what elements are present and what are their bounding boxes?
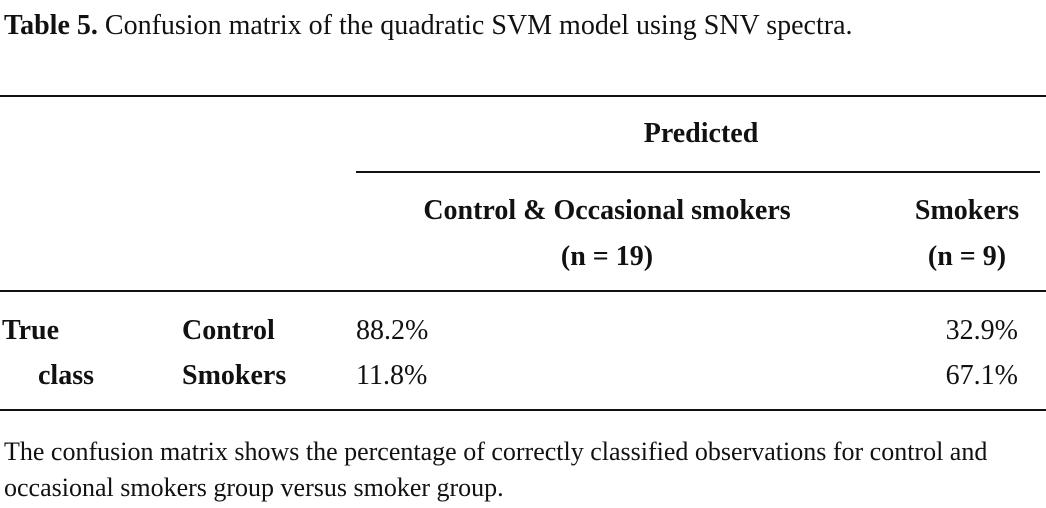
column-header-control-occasional: Control & Occasional smokers: [423, 195, 791, 226]
cell-smokers-predicted-smokers: 67.1%: [945, 360, 1018, 391]
table-caption-label: Table 5.: [4, 10, 98, 41]
cell-control-predicted-control: 88.2%: [356, 315, 429, 346]
table-top-rule: [0, 95, 1046, 97]
cell-control-predicted-smokers: 32.9%: [945, 315, 1018, 346]
table-footnote: The confusion matrix shows the percentag…: [4, 437, 988, 502]
true-class-label-line2: class: [38, 360, 94, 391]
table-bottom-rule: [0, 409, 1046, 411]
row-label-smokers: Smokers: [182, 360, 287, 391]
row-label-control: Control: [182, 315, 275, 346]
column-header-smokers: Smokers: [914, 195, 1020, 226]
predicted-header: Predicted: [643, 118, 759, 149]
predicted-underline: [356, 171, 1040, 173]
column-header-control-occasional-n: (n = 19): [560, 241, 654, 272]
cell-smokers-predicted-control: 11.8%: [356, 360, 428, 391]
table-caption: Table 5. Confusion matrix of the quadrat…: [4, 6, 1040, 46]
header-bottom-rule: [0, 290, 1046, 292]
table-caption-text: Confusion matrix of the quadratic SVM mo…: [104, 10, 853, 41]
column-header-smokers-n: (n = 9): [927, 241, 1007, 272]
true-class-label-line1: True: [2, 315, 60, 346]
